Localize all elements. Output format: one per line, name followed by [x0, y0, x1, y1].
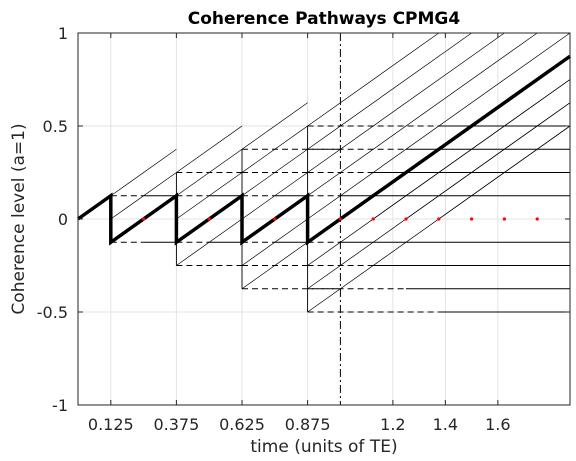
echo-point: [470, 217, 474, 221]
dephasing-path-line: [241, 102, 308, 150]
y-axis-label: Coherence level (a=1): [9, 123, 29, 314]
x-tick-label: 1.6: [485, 415, 510, 434]
coherence-pathway-lines: [77, 32, 571, 405]
y-tick-label: 0.5: [43, 117, 68, 136]
y-tick-label: 1: [58, 24, 68, 43]
x-tick-label: 0.875: [285, 415, 331, 434]
x-axis-label: time (units of TE): [250, 437, 397, 457]
echo-point: [437, 217, 441, 221]
dephasing-path-line: [307, 32, 472, 150]
echo-point: [273, 217, 277, 221]
y-tick-label: -0.5: [37, 303, 68, 322]
echo-point: [207, 217, 211, 221]
y-tick-label: -1: [52, 396, 68, 415]
dephasing-path-line: [438, 125, 571, 220]
x-tick-label: 0.125: [88, 415, 134, 434]
echo-point: [535, 217, 539, 221]
x-tick-label: 0.625: [219, 415, 265, 434]
dephasing-path-line: [307, 32, 538, 197]
y-tick-label: 0: [58, 210, 68, 229]
chart-title: Coherence Pathways CPMG4: [188, 9, 461, 29]
axis-ticks: 0.125 0.375 0.625 0.875 1.2 1.4 1.6 -1 -0.5 0 0.5 1: [37, 24, 570, 434]
echo-point: [404, 217, 408, 221]
x-tick-label: 1.4: [433, 415, 458, 434]
x-tick-label: 0.375: [153, 415, 199, 434]
dephasing-path-line: [405, 102, 571, 220]
echo-markers: [142, 217, 539, 221]
echo-point: [502, 217, 506, 221]
echo-point: [338, 217, 342, 221]
dephasing-path-line: [110, 148, 177, 197]
dephasing-path-line: [176, 125, 243, 173]
echo-point: [371, 217, 375, 221]
x-tick-label: 1.2: [380, 415, 405, 434]
echo-point: [142, 217, 146, 221]
dephasing-path-line: [307, 32, 440, 127]
